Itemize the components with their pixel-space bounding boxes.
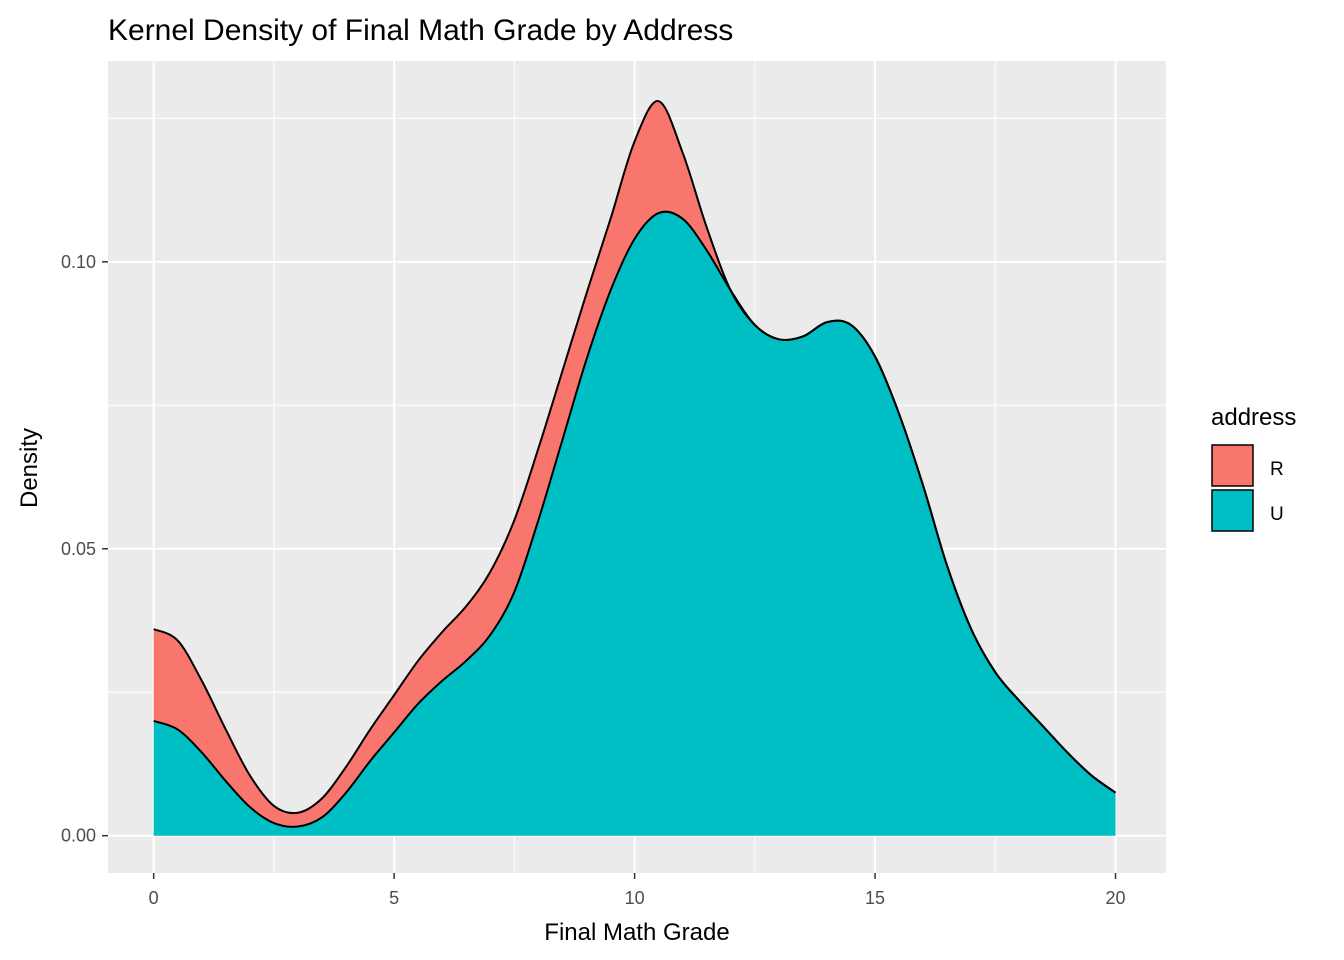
x-tick-label: 20 (1105, 888, 1125, 908)
y-tick-label: 0.05 (61, 539, 96, 559)
x-axis-title: Final Math Grade (544, 919, 729, 946)
legend-label-r: R (1270, 459, 1284, 480)
x-tick-label: 15 (865, 888, 885, 908)
legend-key-u (1211, 489, 1254, 532)
chart-title: Kernel Density of Final Math Grade by Ad… (108, 14, 733, 47)
legend: address R U (1211, 404, 1296, 532)
legend-title: address (1211, 404, 1296, 431)
y-tick-label: 0.00 (61, 826, 96, 846)
legend-label-u: U (1270, 504, 1284, 525)
x-tick-label: 10 (625, 888, 645, 908)
legend-key-r (1211, 444, 1254, 487)
y-axis: 0.00 0.05 0.10 (61, 252, 108, 846)
y-tick-label: 0.10 (61, 252, 96, 272)
y-axis-title: Density (16, 428, 43, 508)
x-tick-label: 5 (389, 888, 399, 908)
x-axis: 0 5 10 15 20 (149, 873, 1126, 908)
density-areas (153, 100, 1117, 836)
density-area-u (153, 211, 1116, 836)
x-tick-label: 0 (149, 888, 159, 908)
density-outline-r (153, 100, 1117, 815)
